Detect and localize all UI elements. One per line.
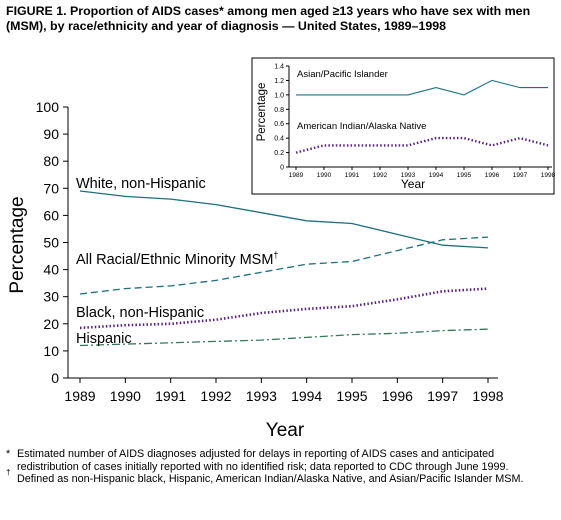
inset-x-tick-label: 1989	[289, 172, 304, 179]
inset-y-tick-label: 1.0	[274, 92, 284, 99]
footnote-text: Estimated number of AIDS diagnoses adjus…	[17, 448, 509, 473]
inset-x-tick-label: 1996	[485, 172, 500, 179]
x-tick-label: 1998	[472, 388, 503, 404]
series-line	[79, 287, 489, 330]
inset-y-tick-label: 0.2	[274, 150, 284, 157]
inset-y-axis-label: Percentage	[256, 83, 268, 142]
inset-y-tick-label: 1.2	[274, 78, 284, 85]
x-tick-label: 1995	[336, 388, 367, 404]
series-line	[79, 328, 489, 347]
x-tick-label: 1989	[64, 388, 95, 404]
y-tick-label: 0	[51, 370, 59, 386]
series-label-mark: †	[273, 250, 278, 260]
inset-x-tick-label: 1995	[457, 172, 472, 179]
y-tick-label: 50	[43, 235, 59, 251]
x-tick-label: 1993	[246, 388, 277, 404]
inset-y-tick-label: 1.4	[274, 64, 284, 71]
series-line	[79, 190, 489, 249]
inset-y-tick-label: 0	[280, 165, 284, 172]
x-tick-label: 1990	[110, 388, 141, 404]
y-tick-label: 20	[43, 316, 59, 332]
y-tick-label: 80	[43, 153, 59, 169]
inset-x-axis-label: Year	[401, 177, 425, 191]
y-tick-label: 40	[43, 262, 59, 278]
y-tick-label: 10	[43, 343, 59, 359]
inset-series-label: Asian/Pacific Islander	[297, 69, 388, 80]
inset-x-tick-label: 1994	[429, 172, 444, 179]
inset-x-tick-label: 1998	[541, 172, 556, 179]
y-axis-label: Percentage	[7, 196, 28, 293]
x-tick-label: 1996	[382, 388, 413, 404]
inset-frame	[251, 57, 555, 195]
inset-chart: 0 0.2 0.4 0.6 0.8 1.0 1.2 1.4 1989 1990 1991 1992 19…	[251, 57, 556, 195]
footnote-dagger: † Defined as non-Hispanic black, Hispani…	[6, 468, 524, 486]
inset-y-tick-label: 0.6	[274, 121, 284, 128]
footnotes: * Estimated number of AIDS diagnoses adj…	[6, 448, 554, 486]
series-line	[79, 236, 489, 295]
x-tick-label: 1994	[291, 388, 322, 404]
x-tick-label: 1997	[427, 388, 458, 404]
inset-y-tick-label: 0.4	[274, 136, 284, 143]
x-axis-label: Year	[266, 420, 305, 441]
y-tick-label: 60	[43, 207, 59, 223]
y-tick-label: 70	[43, 180, 59, 196]
inset-series-label: American Indian/Alaska Native	[297, 121, 426, 132]
inset-y-tick-label: 0.8	[274, 107, 284, 114]
main-chart: 0 10 20 30 40 50 60 70 80 90 100 1989 1990 1991 1992 19…	[7, 99, 504, 441]
series-label: All Racial/Ethnic Minority MSM†	[76, 250, 278, 268]
inset-x-tick-label: 1992	[373, 172, 388, 179]
footnote-text: Defined as non-Hispanic black, Hispanic,…	[17, 473, 524, 486]
inset-x-tick-label: 1990	[317, 172, 332, 179]
figure-title: FIGURE 1. Proportion of AIDS cases* amon…	[6, 4, 531, 33]
series-label: White, non-Hispanic	[76, 176, 206, 192]
x-tick-label: 1992	[200, 388, 231, 404]
inset-x-tick-label: 1997	[513, 172, 528, 179]
series-label: Hispanic	[76, 331, 132, 347]
y-tick-label: 100	[36, 99, 60, 115]
inset-x-tick-label: 1991	[345, 172, 360, 179]
y-tick-label: 90	[43, 126, 59, 142]
footnote-asterisk: * Estimated number of AIDS diagnoses adj…	[6, 448, 554, 473]
series-label: Black, non-Hispanic	[76, 305, 204, 321]
y-tick-label: 30	[43, 289, 59, 305]
inset-series-line	[296, 79, 548, 96]
x-tick-label: 1991	[155, 388, 186, 404]
footnote-mark: *	[6, 448, 11, 460]
inset-x-tick-label: 1993	[401, 172, 416, 179]
